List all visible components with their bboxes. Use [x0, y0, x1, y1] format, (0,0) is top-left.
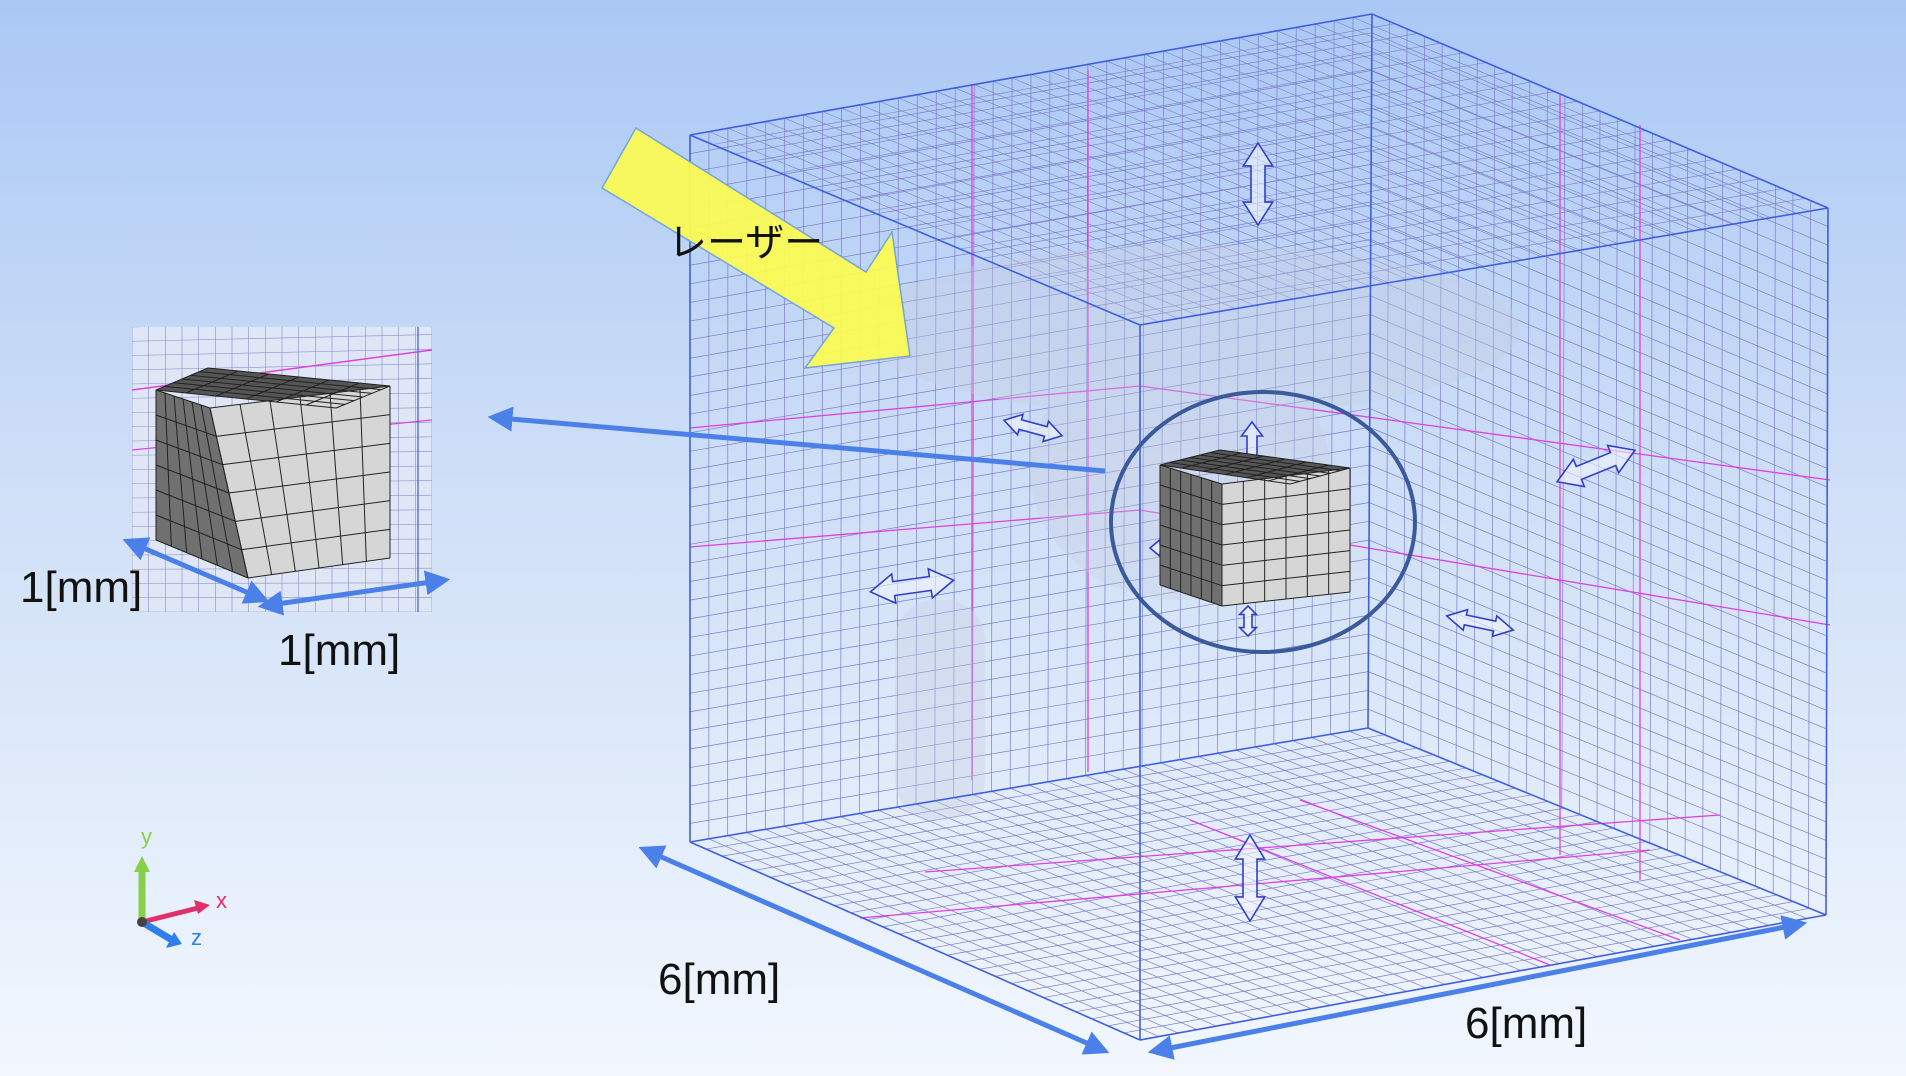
double-arrow-icon	[868, 567, 956, 605]
axis-z-label: z	[191, 925, 202, 950]
inset-dimension-bottom: 1[mm]	[278, 626, 400, 675]
dimension-arrows	[122, 537, 1808, 1060]
inset-dimension-left: 1[mm]	[20, 563, 142, 612]
laser-arrow-icon	[600, 126, 911, 369]
axis-x-label: x	[216, 888, 227, 913]
inset-cube	[155, 367, 391, 579]
shadow-region	[860, 245, 1520, 820]
callout-circle	[1109, 390, 1417, 654]
double-arrow-icon	[1002, 413, 1064, 443]
domain-dimension-left: 6[mm]	[658, 955, 780, 1004]
double-arrow-icon	[1241, 141, 1275, 227]
axis-y-label: y	[141, 824, 152, 849]
double-arrow-icon	[1237, 604, 1259, 638]
laser-label: レーザー	[668, 222, 823, 265]
double-arrow-icon	[1445, 608, 1515, 638]
axis-triad-icon	[134, 856, 210, 948]
callout-pointer-arrow	[487, 406, 1106, 474]
domain-dimension-right: 6[mm]	[1465, 999, 1587, 1048]
double-arrow-icon	[1555, 444, 1637, 488]
inset-zoom-view	[132, 327, 432, 612]
specimen-cube	[1159, 449, 1351, 607]
